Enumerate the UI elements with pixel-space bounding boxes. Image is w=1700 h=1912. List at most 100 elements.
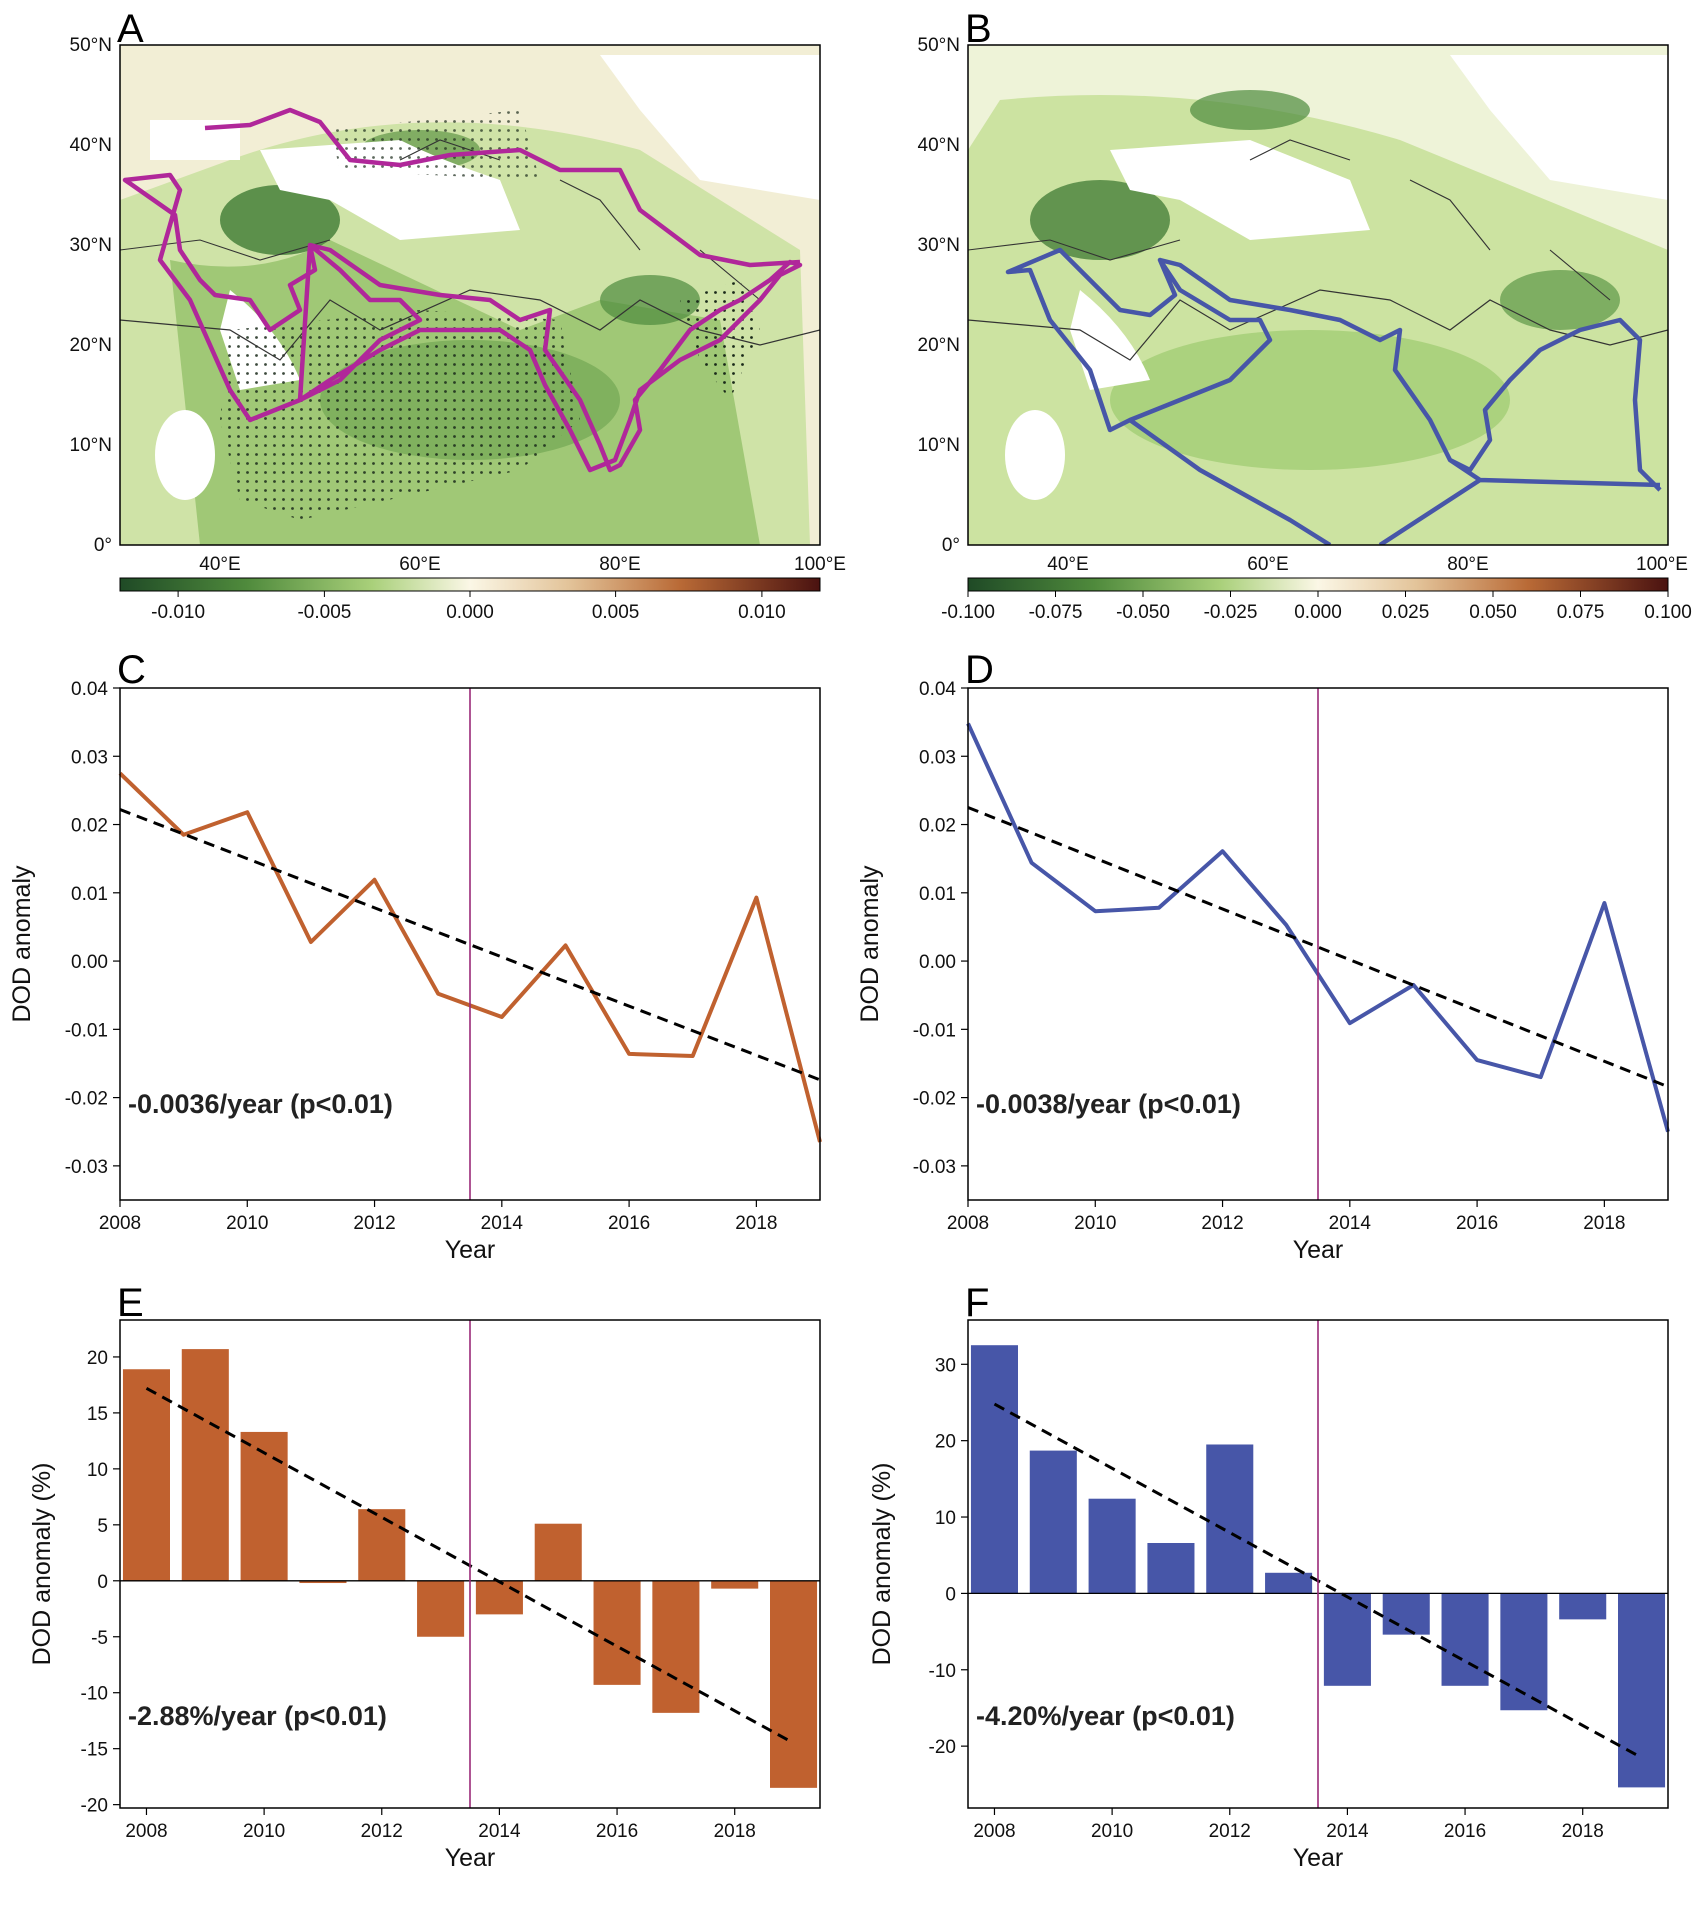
- lat-tick-b-2: 20°N: [918, 335, 960, 356]
- outline-a: [122, 107, 803, 473]
- x-tick-label-d-4: 2016: [1456, 1213, 1498, 1234]
- y-tick-label-f-1: -10: [929, 1661, 956, 1682]
- lon-tick-b-3: 100°E: [1636, 554, 1688, 575]
- bar-e-2012: [358, 1509, 406, 1581]
- lon-tick-b-1: 60°E: [1247, 554, 1288, 575]
- point-c-2014: [501, 1016, 503, 1018]
- lat-tick-a-3: 30°N: [70, 235, 112, 256]
- bar-f-2010: [1088, 1498, 1136, 1594]
- colorbar-b-tick-label-5: 0.025: [1382, 602, 1430, 623]
- bar-f-2019: [1618, 1593, 1666, 1788]
- plot-frame-f: [967, 1319, 1669, 1809]
- bar-e-2010: [240, 1431, 288, 1581]
- colorbar-a-tick-label-1: -0.005: [297, 602, 351, 623]
- bar-e-2013: [417, 1580, 465, 1637]
- x-tick-label-d-2: 2012: [1201, 1213, 1243, 1234]
- x-tick-label-e-4: 2016: [596, 1821, 638, 1842]
- colorbar-b-tick-label-0: -0.100: [941, 602, 995, 623]
- bar-f-2018: [1559, 1593, 1607, 1620]
- x-tick-label-f-2: 2012: [1209, 1821, 1251, 1842]
- point-c-2016: [628, 1053, 630, 1055]
- x-tick-label-c-2: 2012: [353, 1213, 395, 1234]
- y-tick-label-f-2: 0: [945, 1584, 956, 1605]
- bar-f-2014: [1323, 1593, 1371, 1686]
- x-axis-title-d: Year: [1293, 1236, 1344, 1264]
- bar-f-2013: [1265, 1572, 1313, 1594]
- point-d-2012: [1222, 850, 1224, 852]
- trend-annotation-f: -4.20%/year (p<0.01): [976, 1701, 1235, 1731]
- colorbar-b-tick-label-6: 0.050: [1469, 602, 1517, 623]
- map-b-lon-ticks: 40°E 60°E 80°E 100°E: [1047, 554, 1688, 575]
- bar-f-2011: [1147, 1542, 1195, 1594]
- x-tick-label-c-1: 2010: [226, 1213, 268, 1234]
- point-d-2009: [1031, 862, 1033, 864]
- x-tick-label-c-3: 2014: [481, 1213, 524, 1234]
- colorbar-b-ticks: -0.100 -0.075 -0.050 -0.025 0.000 0.025 0.050 0…: [941, 591, 1692, 623]
- colorbar-b-tick-label-4: 0.000: [1294, 602, 1342, 623]
- point-d-2011: [1158, 907, 1160, 909]
- y-tick-label-e-4: 0: [97, 1572, 108, 1593]
- colorbar-b-tick-label-3: -0.025: [1204, 602, 1258, 623]
- colorbar-a-tick-label-0: -0.010: [151, 602, 205, 623]
- y-tick-label-e-2: -10: [81, 1684, 108, 1705]
- lat-tick-b-3: 30°N: [918, 235, 960, 256]
- y-tick-label-e-3: -5: [91, 1628, 108, 1649]
- trend-annotation-e: -2.88%/year (p<0.01): [128, 1701, 387, 1731]
- lon-tick-b-2: 80°E: [1447, 554, 1488, 575]
- y-tick-label-d-2: -0.01: [913, 1020, 956, 1041]
- panel-label-d: D: [965, 648, 994, 692]
- lat-tick-a-2: 20°N: [70, 335, 112, 356]
- x-tick-label-f-1: 2010: [1091, 1821, 1133, 1842]
- y-axis-title-d: DOD anomaly: [856, 865, 884, 1022]
- bar-e-2019: [770, 1580, 818, 1788]
- y-tick-label-d-3: 0.00: [919, 952, 956, 973]
- bar-e-2011: [299, 1580, 347, 1584]
- y-tick-label-e-8: 20: [87, 1348, 108, 1369]
- y-tick-label-c-7: 0.04: [71, 679, 108, 700]
- map-a-lat-ticks: 0° 10°N 20°N 30°N 40°N 50°N: [70, 35, 112, 556]
- x-axis-title-e: Year: [445, 1844, 496, 1872]
- x-tick-label-e-3: 2014: [478, 1821, 521, 1842]
- x-tick-label-e-2: 2012: [361, 1821, 403, 1842]
- y-tick-label-e-5: 5: [97, 1516, 108, 1537]
- y-tick-label-c-6: 0.03: [71, 747, 108, 768]
- colorbar-a: [119, 577, 821, 592]
- panel-label-e: E: [117, 1281, 144, 1325]
- y-tick-label-f-0: -20: [929, 1737, 956, 1758]
- colorbar-a-ticks: -0.010 -0.005 0.000 0.005 0.010: [151, 591, 786, 623]
- point-c-2009: [183, 834, 185, 836]
- y-tick-label-c-2: -0.01: [65, 1020, 108, 1041]
- panel-label-c: C: [117, 648, 146, 692]
- bar-e-2014: [475, 1580, 523, 1615]
- bar-e-2008: [122, 1369, 170, 1581]
- map-panel-a: A 0° 10°N 20°N 30°N 40°N: [70, 7, 846, 623]
- point-c-2017: [692, 1055, 694, 1057]
- lon-tick-a-1: 60°E: [399, 554, 440, 575]
- bar-e-2018: [711, 1580, 759, 1589]
- map-a-field: [120, 45, 820, 545]
- chart-panel-f: F -20 -10 0 10 20 30 2008 2010 2012 2014 2016 2018 -4…: [868, 1281, 1669, 1872]
- lat-tick-b-0: 0°: [942, 535, 960, 556]
- bar-f-2012: [1206, 1444, 1254, 1594]
- lat-tick-b-1: 10°N: [918, 435, 960, 456]
- outline-b: [1005, 247, 1662, 545]
- x-tick-label-e-5: 2018: [714, 1821, 756, 1842]
- lat-tick-b-4: 40°N: [918, 135, 960, 156]
- y-tick-label-d-7: 0.04: [919, 679, 956, 700]
- lat-tick-a-0: 0°: [94, 535, 112, 556]
- lat-tick-a-5: 50°N: [70, 35, 112, 56]
- point-c-2011: [310, 941, 312, 943]
- x-tick-label-c-0: 2008: [99, 1213, 141, 1234]
- colorbar-b-tick-label-8: 0.100: [1644, 602, 1692, 623]
- y-tick-label-c-4: 0.01: [71, 884, 108, 905]
- lon-tick-a-2: 80°E: [599, 554, 640, 575]
- x-tick-label-f-3: 2014: [1326, 1821, 1369, 1842]
- x-axis-title-f: Year: [1293, 1844, 1344, 1872]
- panel-label-f: F: [965, 1281, 989, 1325]
- colorbar-a-tick-label-2: 0.000: [446, 602, 494, 623]
- lat-tick-b-5: 50°N: [918, 35, 960, 56]
- y-axis-title-e: DOD anomaly (%): [28, 1463, 56, 1666]
- colorbar-a-tick-label-3: 0.005: [592, 602, 640, 623]
- y-tick-label-e-7: 15: [87, 1404, 108, 1425]
- colorbar-b: [967, 577, 1669, 592]
